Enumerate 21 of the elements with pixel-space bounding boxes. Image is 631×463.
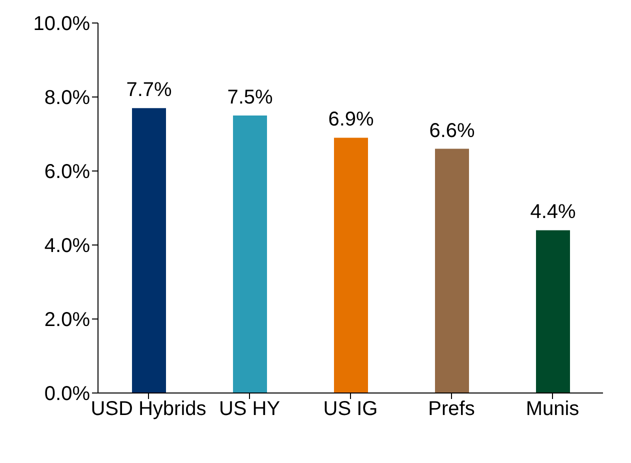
y-tick-label: 10.0% [33, 13, 90, 36]
y-tick-label: 0.0% [44, 383, 90, 406]
bar [536, 230, 570, 393]
x-tick-label: Munis [526, 398, 580, 420]
data-label: 7.7% [126, 79, 172, 102]
data-label: 4.4% [530, 201, 576, 224]
bar [334, 138, 368, 393]
bar [233, 116, 267, 393]
y-tick-label: 6.0% [44, 161, 90, 184]
data-label: 6.9% [328, 108, 374, 131]
x-tick-label: US HY [218, 398, 280, 420]
y-tick-label: 4.0% [44, 235, 90, 258]
x-tick-label: US IG [323, 398, 378, 420]
y-tick-label: 8.0% [44, 87, 90, 110]
y-tick-label: 2.0% [44, 309, 90, 332]
bar [132, 108, 166, 393]
data-label: 6.6% [429, 120, 476, 142]
bar [435, 148, 469, 393]
data-label: 7.5% [227, 86, 274, 108]
x-tick-label: Prefs [428, 398, 475, 420]
x-tick-label: USD Hybrids [90, 398, 206, 420]
